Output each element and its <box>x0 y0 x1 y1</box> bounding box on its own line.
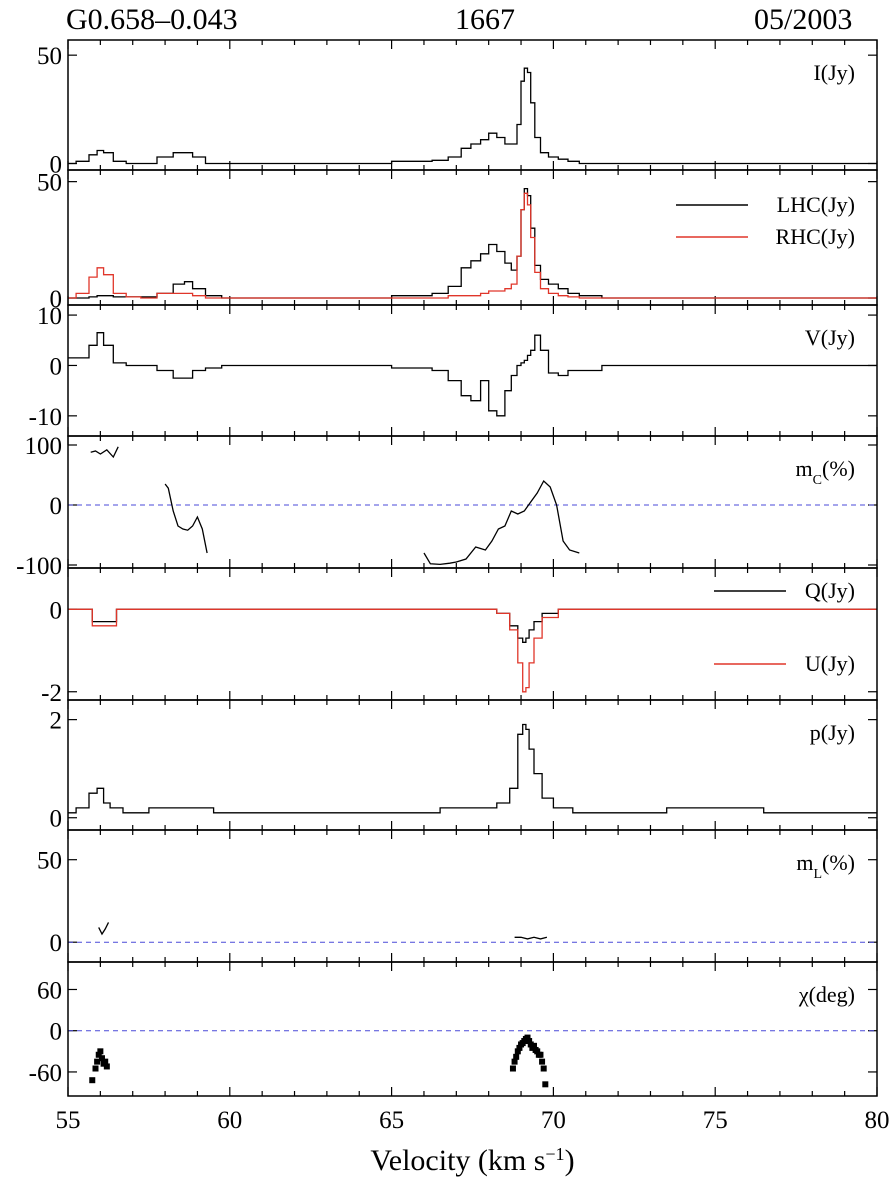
y-tick-label: 0 <box>50 806 63 833</box>
panel-3: 10 0 -10 V(Jy) <box>29 303 878 437</box>
y-tick-label: 50 <box>37 848 62 875</box>
panel-data <box>68 187 877 299</box>
scatter-point <box>539 1058 546 1065</box>
y-tick-label: 0 <box>50 152 63 179</box>
scatter-point <box>527 1041 534 1048</box>
panel-label: I(Jy) <box>813 60 855 85</box>
legend-label: LHC(Jy) <box>777 192 855 217</box>
scatter-point <box>514 1048 521 1055</box>
series-line-1 <box>68 608 877 643</box>
x-tick-label: 65 <box>379 1107 404 1134</box>
series-line-1 <box>68 723 877 814</box>
legend-label: RHC(Jy) <box>776 224 855 249</box>
y-tick-label: 60 <box>37 977 62 1004</box>
y-tick-label: -60 <box>29 1060 62 1087</box>
panel-data <box>68 67 877 165</box>
y-tick-label: 0 <box>50 353 63 380</box>
scatter-point <box>102 1058 109 1065</box>
series-line-2 <box>68 192 877 299</box>
scatter-point <box>94 1058 101 1065</box>
panel-frame <box>67 567 878 701</box>
y-tick-label: 2 <box>50 708 63 735</box>
scatter-point <box>530 1042 537 1049</box>
panel-label: mL(%) <box>796 850 855 882</box>
date-label: 05/2003 <box>754 3 853 36</box>
legend-label: U(Jy) <box>805 651 855 676</box>
x-tick-label: 55 <box>56 1107 81 1134</box>
x-axis-label: Velocity (km s−1) <box>370 1144 574 1177</box>
y-tick-label: -100 <box>16 553 62 580</box>
panel-data <box>98 922 548 940</box>
panel-data <box>68 723 877 814</box>
panel-6: 2 0 p(Jy) <box>50 699 878 833</box>
y-tick-label: 50 <box>37 170 62 197</box>
y-tick-label: 0 <box>50 493 63 520</box>
y-tick-label: 0 <box>50 597 63 624</box>
scatter-point <box>526 1038 533 1045</box>
series-line-1 <box>68 67 877 165</box>
scatter-point <box>513 1053 520 1060</box>
panel-7: 50 0 mL(%) <box>37 829 878 963</box>
y-tick-label: -2 <box>41 680 62 707</box>
panel-data <box>89 1034 549 1088</box>
panel-frame <box>67 169 878 306</box>
y-tick-label: 50 <box>37 43 62 70</box>
panel-label: p(Jy) <box>810 720 855 745</box>
scatter-point <box>516 1044 523 1051</box>
series-line-segment <box>164 483 208 554</box>
y-tick-label: -10 <box>29 404 62 431</box>
panel-label: χ(deg) <box>798 982 855 1007</box>
scatter-point <box>89 1077 96 1084</box>
scatter-point <box>98 1055 105 1062</box>
panel-frame <box>67 304 878 437</box>
panel-data <box>90 446 580 566</box>
panel-data <box>68 608 877 693</box>
panel-5: 0 -2 Q(Jy) U(Jy) <box>41 567 878 707</box>
x-axis: 55 60 65 70 75 80 Velocity (km s−1) <box>56 1107 890 1177</box>
scatter-point <box>97 1048 104 1055</box>
source-name: G0.658–0.043 <box>66 3 238 36</box>
series-line-2 <box>68 608 877 693</box>
series-line-segment <box>90 446 119 459</box>
scatter-point <box>540 1065 547 1072</box>
x-tick-label: 60 <box>217 1107 242 1134</box>
panel-8: 60 0 -60 χ(deg) <box>29 961 878 1097</box>
panel-frame <box>67 961 878 1097</box>
y-tick-label: 0 <box>50 930 63 957</box>
panel-frame <box>67 435 878 569</box>
x-tick-label: 75 <box>703 1107 728 1134</box>
panel-label: V(Jy) <box>805 325 855 350</box>
x-tick-label: 70 <box>541 1107 566 1134</box>
panel-frame <box>67 699 878 831</box>
frequency-label: 1667 <box>455 3 515 36</box>
y-tick-label: 0 <box>50 1019 63 1046</box>
scatter-point <box>534 1048 541 1055</box>
legend-label: Q(Jy) <box>805 578 855 603</box>
series-line-1 <box>68 332 877 417</box>
y-tick-label: 10 <box>37 303 62 330</box>
scatter-point <box>92 1065 99 1072</box>
scatter-point <box>524 1034 531 1041</box>
scatter-point <box>95 1051 102 1058</box>
series-line-1 <box>68 187 877 299</box>
y-tick-label: 0 <box>50 286 63 313</box>
x-tick-label: 80 <box>865 1107 890 1134</box>
panel-frame <box>67 39 878 171</box>
scatter-point <box>542 1081 549 1088</box>
scatter-point <box>511 1058 518 1065</box>
panel-4: 100 0 -100 mC(%) <box>16 433 878 580</box>
panel-2: 0 50 LHC(Jy) RHC(Jy) <box>37 169 878 313</box>
scatter-point <box>103 1063 110 1070</box>
panel-data <box>68 332 877 417</box>
scatter-point <box>509 1065 516 1072</box>
series-line-segment <box>514 936 548 940</box>
panel-label: mC(%) <box>796 456 855 488</box>
series-line-segment <box>98 922 110 936</box>
panel-1: 0 50 I(Jy) <box>37 39 878 179</box>
scatter-point <box>537 1051 544 1058</box>
y-tick-label: 100 <box>25 433 63 460</box>
series-line-segment <box>423 479 580 566</box>
